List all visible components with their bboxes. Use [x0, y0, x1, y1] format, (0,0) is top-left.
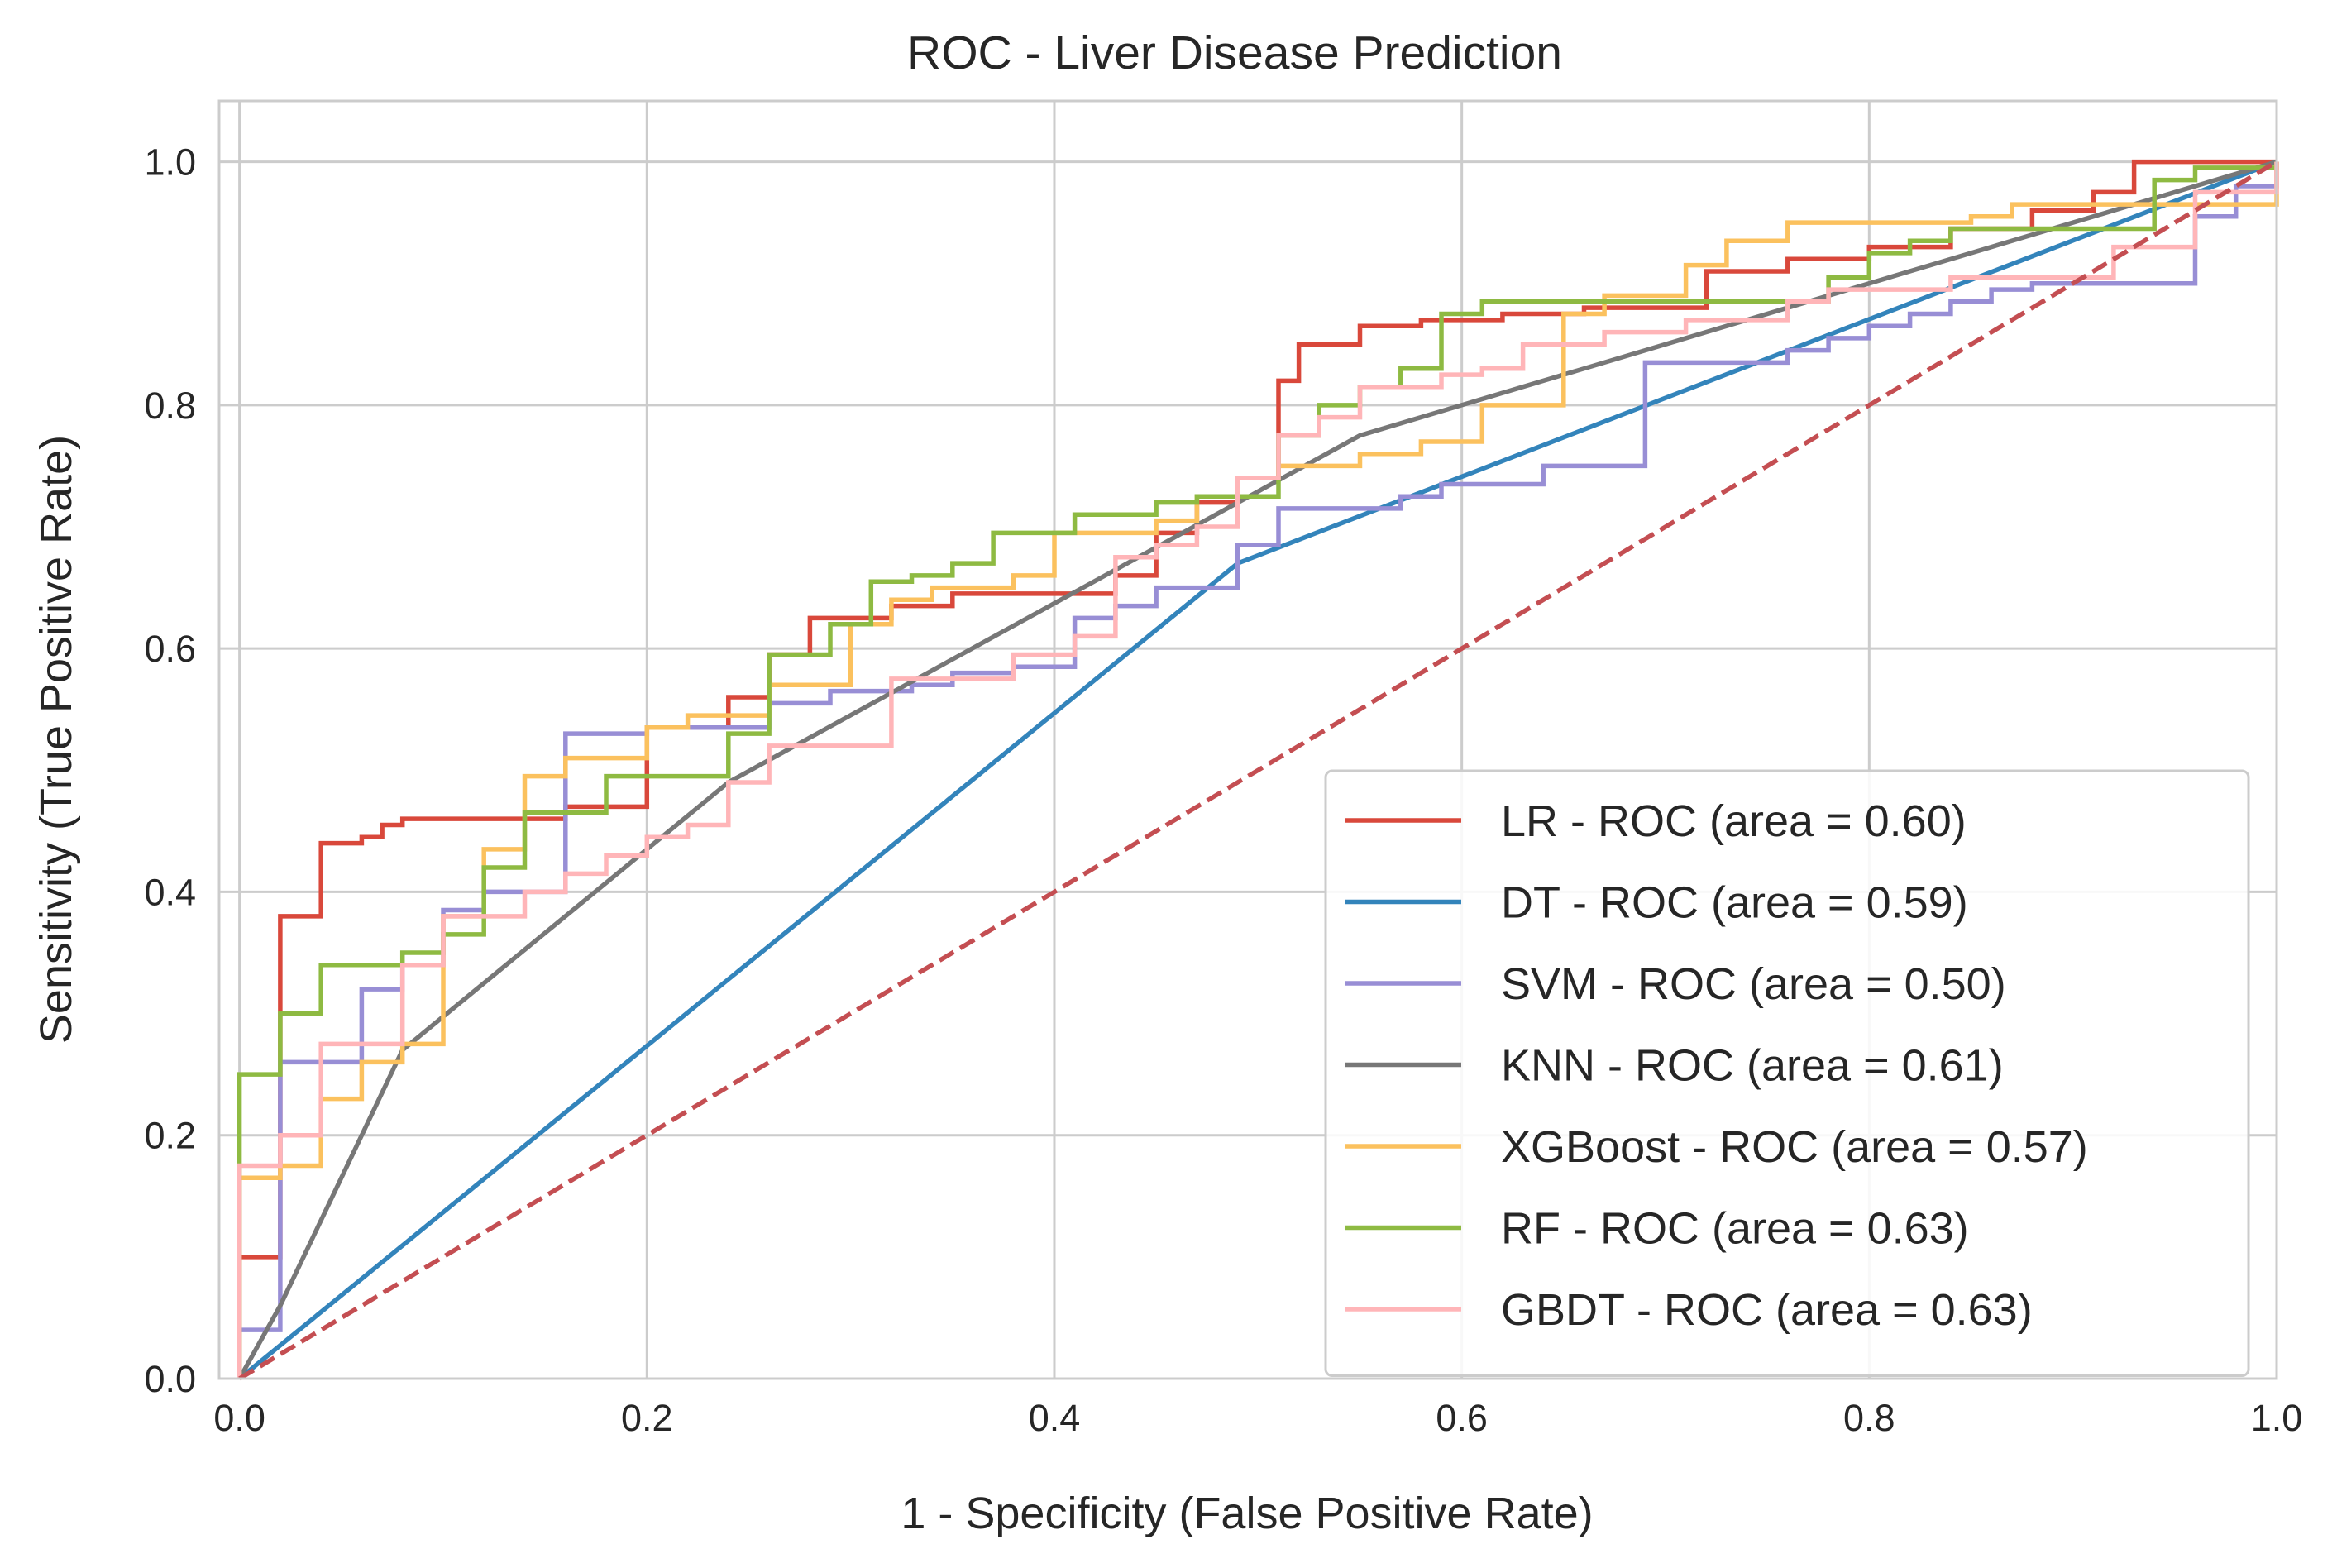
x-tick-label-3: 0.6	[1436, 1397, 1488, 1439]
y-tick-label-0: 0.0	[144, 1358, 196, 1400]
legend-label-6: GBDT - ROC (area = 0.63)	[1501, 1285, 2033, 1335]
y-tick-label-5: 1.0	[144, 141, 196, 184]
legend-label-1: DT - ROC (area = 0.59)	[1501, 878, 1968, 928]
x-tick-label-5: 1.0	[2251, 1397, 2303, 1439]
series-lines	[237, 159, 2279, 1381]
series-line-4	[237, 161, 2279, 1379]
x-tick-label-2: 0.4	[1029, 1397, 1081, 1439]
chance-diagonal-line	[238, 160, 2278, 1381]
legend-label-4: XGBoost - ROC (area = 0.57)	[1501, 1122, 2088, 1172]
x-tick-label-4: 0.8	[1843, 1397, 1895, 1439]
y-axis-title: Sensitivity (True Positive Rate)	[31, 435, 81, 1044]
x-tick-label-1: 0.2	[621, 1397, 673, 1439]
y-tick-label-3: 0.6	[144, 628, 196, 670]
x-tick-label-0: 0.0	[213, 1397, 265, 1439]
plot-frame	[217, 99, 2278, 1380]
y-tick-label-4: 0.8	[144, 385, 196, 427]
legend-box	[1324, 769, 2250, 1377]
tick-labels: 0.0 0.2 0.4 0.6 0.8 1.0 0.0 0.2 0.4 0.6 0.8 1.0	[144, 141, 2302, 1439]
legend-label-5: RF - ROC (area = 0.63)	[1501, 1204, 1969, 1254]
x-axis-title: 1 - Specificity (False Positive Rate)	[901, 1489, 1593, 1538]
series-line-5	[237, 161, 2279, 1379]
y-tick-label-2: 0.4	[144, 871, 196, 913]
legend-label-0: LR - ROC (area = 0.60)	[1501, 796, 1967, 846]
series-line-3	[237, 159, 2277, 1380]
legend: LR - ROC (area = 0.60) DT - ROC (area = 0…	[1324, 769, 2250, 1377]
chart-title: ROC - Liver Disease Prediction	[907, 26, 1562, 79]
legend-label-2: SVM - ROC (area = 0.50)	[1501, 959, 2006, 1009]
legend-label-3: KNN - ROC (area = 0.61)	[1501, 1041, 2004, 1091]
series-line-6	[237, 161, 2279, 1379]
y-tick-label-1: 0.2	[144, 1115, 196, 1157]
